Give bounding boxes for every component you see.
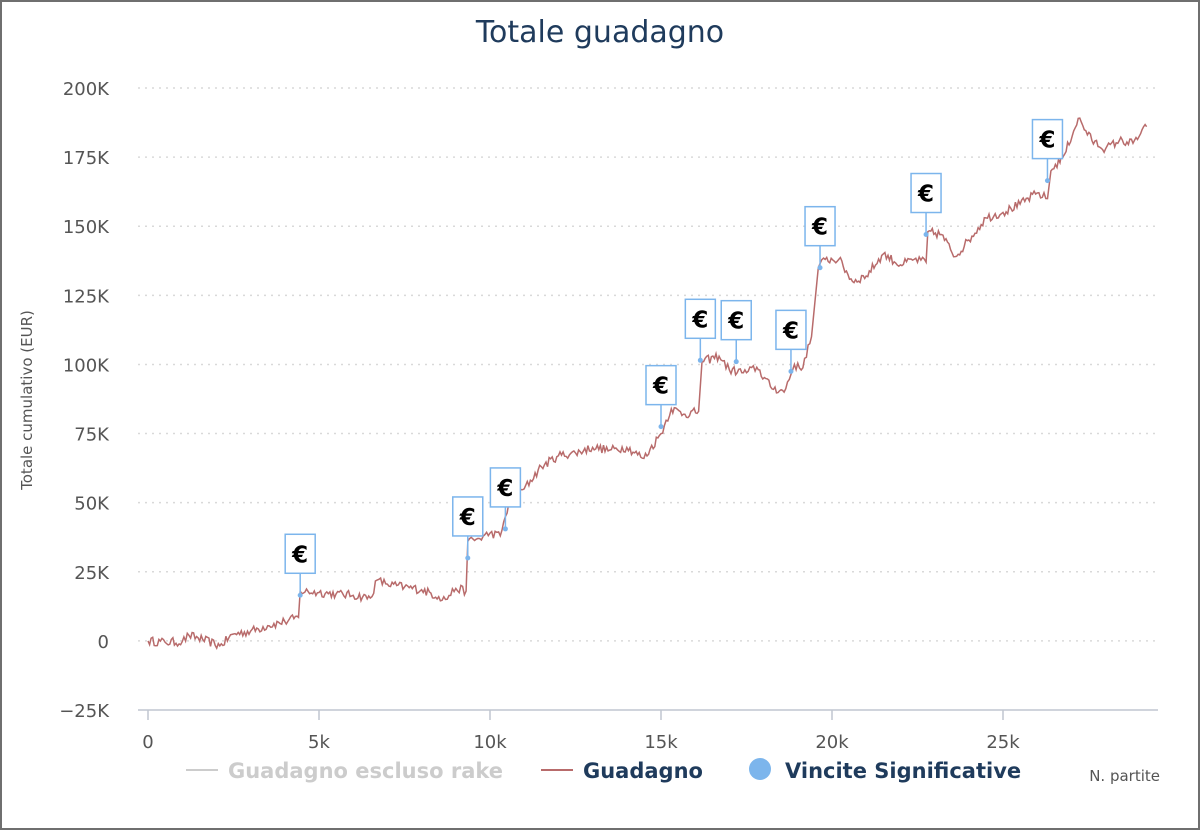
flag-label: € — [1038, 128, 1055, 154]
legend-item-guadagno-escluso-rake[interactable]: Guadagno escluso rake — [186, 759, 503, 783]
flag-label: € — [691, 307, 708, 333]
y-axis-title: Totale cumulativo (EUR) — [18, 310, 36, 491]
flag-point — [923, 232, 929, 238]
flag-point — [817, 265, 823, 271]
legend-label: Guadagno — [583, 759, 703, 783]
x-tick-label: 15k — [644, 732, 678, 753]
x-tick-label: 5k — [308, 732, 330, 753]
flag-label: € — [782, 318, 799, 344]
flag-label: € — [496, 476, 513, 502]
flag-label: € — [811, 215, 828, 241]
x-tick-label: 20k — [815, 732, 849, 753]
flag-point — [733, 359, 739, 365]
flag-point — [697, 357, 703, 363]
y-tick-label: 200K — [63, 79, 110, 100]
flag-vincita-significativa[interactable]: € — [645, 364, 677, 430]
flag-label: € — [459, 505, 476, 531]
flag-box — [645, 364, 677, 406]
y-tick-label: 150K — [63, 217, 110, 238]
flag-vincita-significativa[interactable]: € — [804, 205, 836, 271]
series-line-guadagno[interactable] — [147, 117, 1148, 651]
legend: Guadagno escluso rake Guadagno Vincite S… — [186, 758, 1021, 783]
y-tick-label: 0 — [98, 632, 109, 653]
flag-box — [452, 496, 484, 537]
legend-item-guadagno[interactable]: Guadagno — [541, 759, 703, 783]
legend-label: Vincite Significative — [785, 759, 1021, 783]
flag-vincita-significativa[interactable]: € — [489, 467, 522, 532]
flag-box — [1031, 118, 1064, 160]
flag-vincita-significativa[interactable]: € — [684, 298, 717, 363]
y-tick-label: 50K — [74, 494, 110, 515]
flag-vincita-significativa[interactable]: € — [1031, 118, 1064, 184]
flag-point — [788, 368, 794, 374]
legend-circle-marker — [749, 758, 771, 780]
y-tick-label: 125K — [63, 286, 110, 307]
x-tick-label: 0 — [142, 732, 153, 753]
flag-point — [1044, 178, 1050, 184]
legend-label: Guadagno escluso rake — [228, 759, 503, 783]
flag-vincita-significativa[interactable]: € — [910, 172, 942, 238]
y-tick-label: 100K — [63, 355, 110, 376]
flag-box — [684, 298, 717, 340]
series-layer — [147, 117, 1148, 651]
flags-layer: € € € € € € € € € € — [284, 118, 1064, 598]
y-tick-label: −25K — [59, 701, 110, 722]
chart-title: Totale guadagno — [475, 15, 724, 50]
flag-vincita-significativa[interactable]: € — [452, 496, 484, 561]
flag-vincita-significativa[interactable]: € — [720, 299, 752, 365]
flag-vincita-significativa[interactable]: € — [284, 533, 316, 598]
flag-label: € — [291, 542, 308, 568]
flag-box — [910, 172, 942, 214]
flag-label: € — [652, 374, 669, 400]
flag-point — [658, 424, 664, 430]
flag-box — [720, 299, 752, 341]
x-tick-label: 10k — [473, 732, 507, 753]
y-tick-label: 75K — [74, 425, 110, 446]
flag-box — [775, 309, 807, 351]
flag-label: € — [727, 309, 744, 335]
flag-box — [804, 205, 836, 247]
flag-point — [297, 592, 303, 598]
flag-point — [465, 555, 471, 561]
y-tick-label: 175K — [63, 148, 110, 169]
legend-item-vincite-significative[interactable]: Vincite Significative — [749, 758, 1021, 783]
x-axis-title: N. partite — [1089, 767, 1160, 785]
tick-labels: −25K 0 25K 50K 75K 100K 125K 150K 175K 200K 0 5k 10k… — [59, 79, 1020, 753]
flag-box — [284, 533, 316, 575]
flag-vincita-significativa[interactable]: € — [775, 309, 807, 374]
flag-point — [502, 526, 508, 532]
flag-box — [489, 467, 522, 508]
x-tick-label: 25k — [986, 732, 1020, 753]
y-tick-label: 25K — [74, 563, 110, 584]
flag-label: € — [917, 182, 934, 208]
